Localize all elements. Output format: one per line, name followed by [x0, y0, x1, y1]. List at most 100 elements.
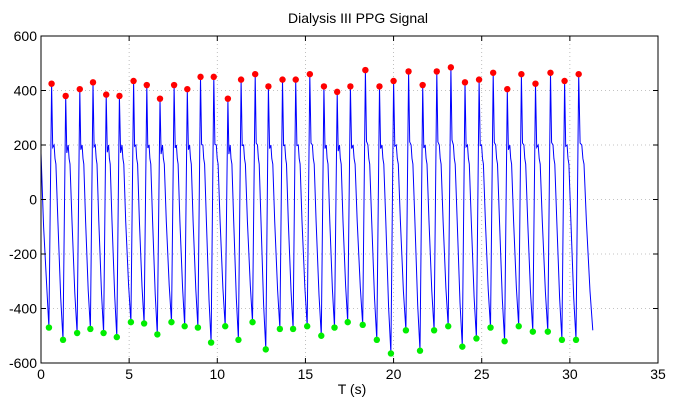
x-tick-label: 25: [474, 366, 490, 382]
trough-marker: [572, 336, 580, 344]
trough-marker: [303, 323, 311, 330]
peak-marker: [320, 83, 328, 90]
peaks-layer: [48, 64, 582, 102]
trough-marker: [262, 346, 269, 353]
trough-marker: [416, 347, 424, 354]
trough-marker: [87, 325, 94, 333]
trough-marker: [289, 325, 297, 333]
y-tick-label: 0: [29, 192, 37, 208]
trough-marker: [249, 318, 256, 326]
peak-marker: [376, 83, 383, 90]
peak-marker: [224, 95, 232, 102]
peak-marker: [103, 91, 110, 98]
trough-marker: [113, 333, 121, 341]
trough-marker: [73, 329, 81, 337]
ppg-signal-line: [40, 67, 594, 354]
y-tick-label: 400: [14, 83, 38, 99]
trough-marker: [194, 324, 202, 331]
peak-marker: [156, 95, 164, 102]
peak-marker: [561, 77, 568, 85]
peak-marker: [116, 92, 123, 100]
trough-marker: [501, 338, 508, 345]
peak-marker: [306, 70, 314, 78]
peak-marker: [292, 76, 299, 83]
peak-marker: [62, 92, 69, 100]
peak-marker: [575, 70, 582, 78]
trough-marker: [45, 324, 53, 331]
trough-marker: [154, 331, 161, 338]
trough-marker: [558, 336, 566, 344]
trough-marker: [529, 328, 537, 335]
x-tick-label: 20: [386, 366, 402, 382]
peak-marker: [48, 80, 55, 87]
trough-marker: [235, 336, 242, 344]
peak-marker: [333, 88, 341, 96]
trough-marker: [140, 320, 148, 327]
x-tick-label: 5: [125, 366, 133, 382]
trough-marker: [359, 321, 366, 329]
peak-marker: [89, 79, 97, 86]
peak-marker: [532, 80, 539, 87]
peak-marker: [405, 68, 412, 75]
peak-marker: [362, 66, 369, 74]
peak-marker: [461, 79, 469, 86]
x-tick-label: 15: [298, 366, 314, 382]
peak-marker: [76, 85, 83, 93]
trough-marker: [544, 328, 552, 335]
peak-marker: [265, 83, 272, 90]
y-tick-label: -400: [9, 301, 37, 317]
trough-marker: [402, 327, 410, 334]
trough-marker: [487, 324, 494, 331]
trough-marker: [59, 336, 67, 344]
x-tick-label: 10: [209, 366, 225, 382]
peak-marker: [210, 73, 217, 81]
peak-marker: [347, 83, 354, 90]
x-tick-label: 35: [650, 366, 666, 382]
peak-marker: [447, 64, 455, 71]
trough-marker: [445, 323, 452, 330]
trough-marker: [387, 350, 395, 357]
trough-marker: [331, 324, 338, 331]
peak-marker: [390, 77, 397, 85]
peak-marker: [547, 69, 554, 76]
trough-marker: [430, 327, 438, 334]
trough-marker: [127, 318, 135, 326]
x-tick-label: 30: [562, 366, 578, 382]
peak-marker: [518, 70, 525, 78]
trough-marker: [515, 323, 522, 330]
x-axis-label: T (s): [338, 381, 367, 397]
trough-marker: [459, 343, 466, 350]
peak-marker: [237, 76, 245, 83]
peak-marker: [489, 69, 497, 76]
peak-marker: [433, 68, 440, 75]
peak-marker: [197, 73, 204, 81]
peak-marker: [504, 85, 511, 93]
x-tick-label: 0: [37, 366, 45, 382]
y-tick-label: 600: [14, 28, 38, 44]
peak-marker: [130, 77, 137, 85]
trough-marker: [318, 332, 325, 339]
trough-marker: [473, 335, 480, 342]
ticks-layer: 0 5 10 15 20 25 30 35 600 400 200 0 -200 -400 -600: [9, 28, 666, 382]
peak-marker: [170, 81, 178, 89]
troughs-layer: [45, 318, 580, 357]
y-tick-label: -600: [9, 355, 37, 371]
chart-title: Dialysis III PPG Signal: [288, 10, 428, 26]
trough-marker: [168, 318, 175, 326]
peak-marker: [184, 85, 191, 93]
peak-marker: [251, 70, 259, 78]
peak-marker: [475, 76, 483, 83]
trough-marker: [207, 339, 215, 346]
trough-marker: [222, 323, 229, 330]
y-tick-label: -200: [9, 246, 37, 262]
peak-marker: [419, 81, 426, 89]
trough-marker: [373, 336, 381, 344]
trough-marker: [344, 318, 351, 326]
trough-marker: [276, 325, 284, 333]
peak-marker: [279, 76, 286, 83]
trough-marker: [100, 329, 107, 337]
signal-layer: [40, 67, 594, 354]
peak-marker: [143, 81, 150, 89]
